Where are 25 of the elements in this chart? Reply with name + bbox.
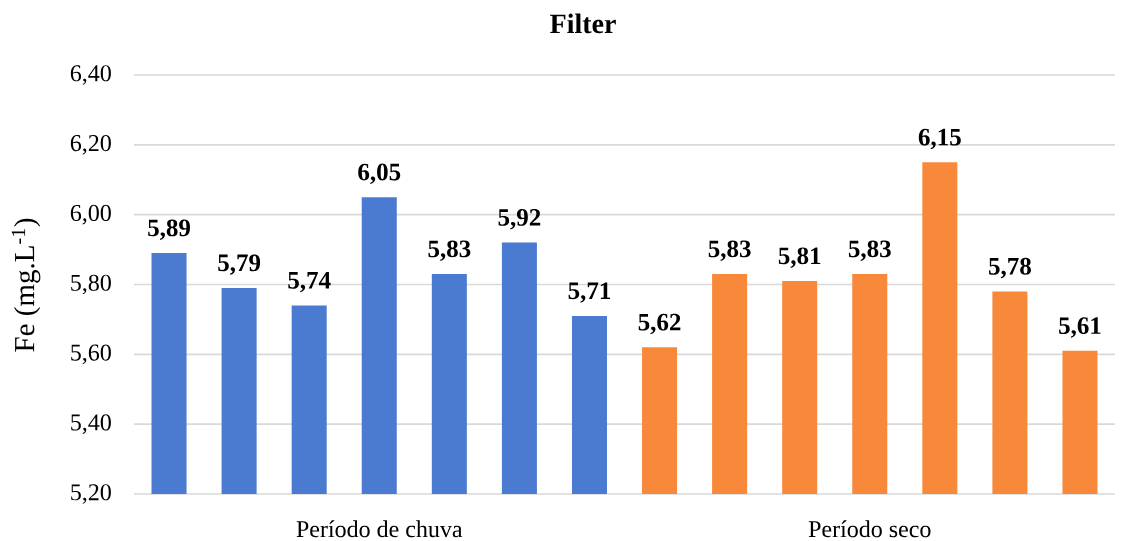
data-label: 5,83 [708,240,751,261]
y-tick-label: 5,80 [71,274,111,295]
y-tick-label: 5,40 [71,414,111,434]
data-label: 6,05 [358,163,401,185]
data-label: 5,78 [989,257,1031,279]
data-label: 5,83 [428,240,471,261]
data-label: 5,62 [638,313,681,335]
y-tick-label: 5,60 [71,344,111,365]
chart-title: Filter [550,13,616,34]
data-label: 5,83 [848,240,891,261]
y-tick-label: 5,20 [71,484,111,504]
data-label: 5,92 [498,209,541,230]
y-tick-label: 6,00 [70,204,111,225]
y-axis-title: Fe (mg.L$^{-1}$) [11,218,41,352]
series-label: Período seco [808,520,931,538]
data-label: 5,74 [288,272,331,293]
data-label: 5,79 [218,254,261,275]
data-label: 6,15 [918,128,961,150]
data-label: 5,71 [568,282,611,303]
series-label: Período de chuva [296,520,463,538]
y-tick-label: 6,20 [70,135,111,155]
y-tick-label: 6,40 [70,65,111,85]
data-label: 5,89 [148,219,190,240]
data-label: 5,81 [778,247,821,268]
data-label: 5,61 [1059,317,1101,338]
